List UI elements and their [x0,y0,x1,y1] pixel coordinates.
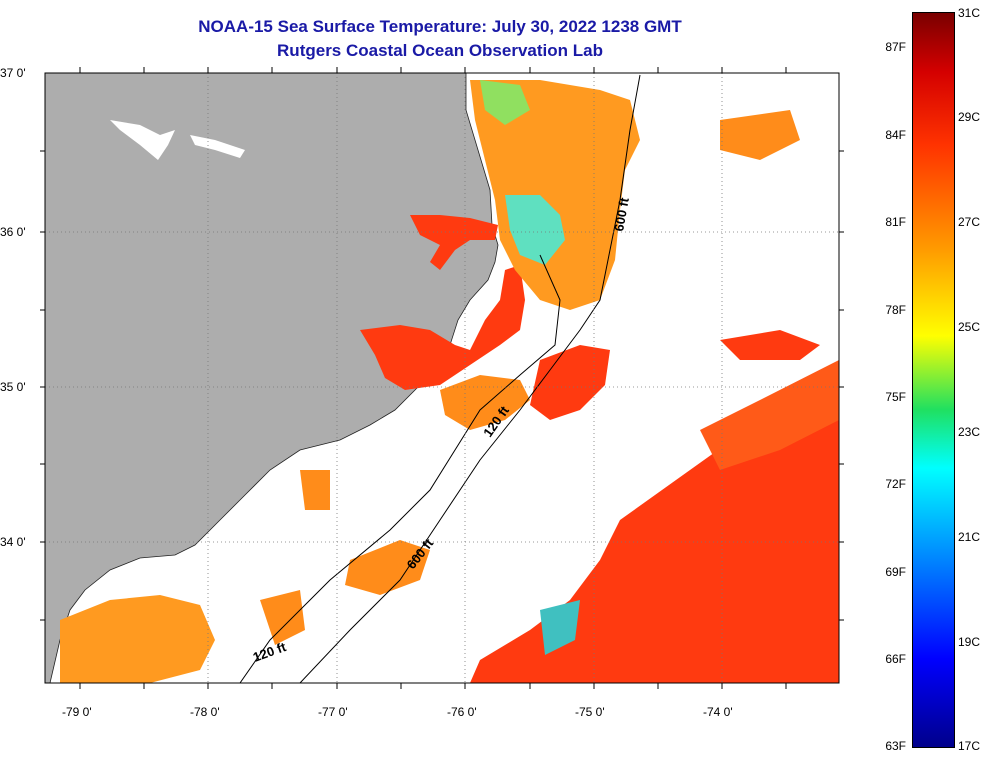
colorbar-fahrenheit-label: 75F [885,390,906,404]
isobath-label: 600 ft [611,196,632,233]
lat-label: 36 0' [0,225,26,239]
sst-patch-east2 [720,330,820,360]
map-frame [44,72,840,684]
lon-label: -75 0' [575,705,605,719]
colorbar-celsius-label: 19C [958,635,981,649]
lat-label: 34 0' [0,535,26,549]
lat-label: 37 0' [0,66,26,80]
colorbar-celsius-label: 17C [958,739,981,753]
colorbar-fahrenheit-label: 81F [885,215,906,229]
grid-lines [45,73,839,683]
lon-label: -74 0' [703,705,733,719]
sst-patch-north [470,80,640,310]
isobath-600ft [299,74,641,683]
lat-label: 35 0' [0,380,26,394]
colorbar-celsius-label: 27C [958,215,981,229]
colorbar-fahrenheit-label: 78F [885,303,906,317]
sst-patch-gulfstream2 [700,360,839,470]
sst-patch-shelf [440,375,530,430]
sst-cool-band [540,600,580,655]
colorbar-fahrenheit-label: 87F [885,40,906,54]
colorbar-celsius-label: 21C [958,530,981,544]
sst-map[interactable]: 600 ft 120 ft 600 ft 120 ft [0,0,900,761]
colorbar-fahrenheit-label: 69F [885,565,906,579]
inland-lake [110,120,175,160]
colorbar-celsius-label: 29C [958,110,981,124]
sst-patch-onslow [60,595,215,683]
map-subtitle: Rutgers Coastal Ocean Observation Lab [277,41,603,60]
isobath-120ft [239,254,561,683]
sst-patch-raleigh-bay [345,540,430,595]
colorbar-celsius-label: 31C [958,6,981,20]
sst-patch-cool2 [480,80,530,125]
colorbar-fahrenheit-label: 84F [885,128,906,142]
sst-patch-small2 [260,590,305,645]
lon-label: -77 0' [318,705,348,719]
lon-label: -76 0' [447,705,477,719]
sst-patch-cool [505,195,565,265]
temperature-colorbar [912,12,955,748]
pamlico-sound [360,265,525,390]
map-title: NOAA-15 Sea Surface Temperature: July 30… [198,17,682,36]
tick-marks [40,67,844,689]
colorbar-fahrenheit-label: 72F [885,477,906,491]
colorbar-fahrenheit-label: 66F [885,652,906,666]
sst-patch-small [300,470,330,510]
inland-lake [190,135,245,158]
lon-label: -78 0' [190,705,220,719]
colorbar-celsius-label: 23C [958,425,981,439]
lon-label: -79 0' [62,705,92,719]
colorbar-fahrenheit-label: 63F [885,739,906,753]
colorbar-celsius-label: 25C [958,320,981,334]
albemarle-sound [410,215,498,270]
sst-patch-east [720,110,800,160]
sst-patch-hatteras [530,345,610,420]
